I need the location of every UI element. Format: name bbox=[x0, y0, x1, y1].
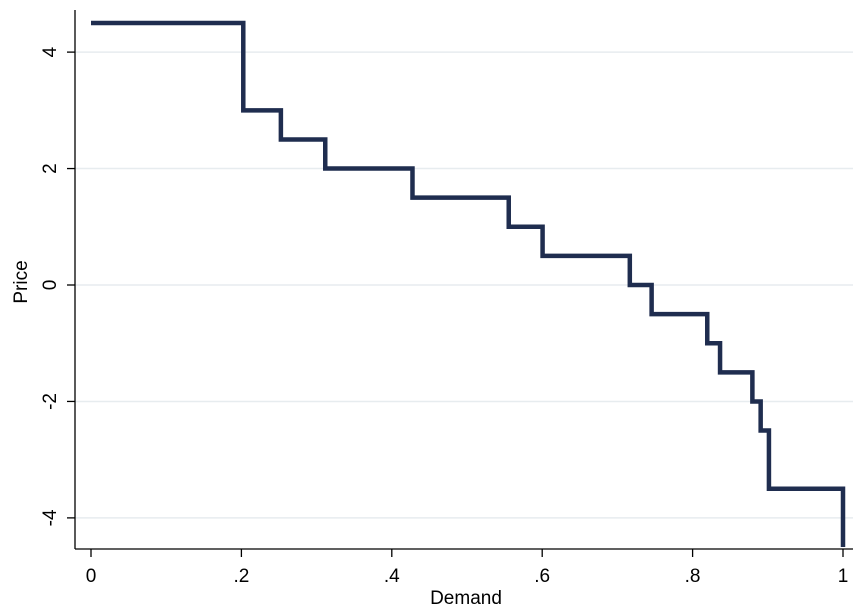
y-tick-label-4: -4 bbox=[40, 509, 61, 526]
tick-marks bbox=[67, 51, 844, 557]
x-tick-label-0: 0 bbox=[86, 566, 97, 587]
y-tick-labels: 4 2 0 -2 -4 bbox=[40, 46, 61, 526]
y-tick-label-2: 0 bbox=[40, 280, 61, 291]
x-tick-label-4: .8 bbox=[685, 566, 701, 587]
x-tick-label-3: .6 bbox=[534, 566, 550, 587]
axes bbox=[74, 10, 853, 550]
x-tick-label-1: .2 bbox=[233, 566, 249, 587]
y-axis-title: Price bbox=[11, 260, 32, 303]
x-tick-label-2: .4 bbox=[384, 566, 400, 587]
gridlines bbox=[75, 51, 853, 519]
x-axis-title: Demand bbox=[430, 588, 502, 609]
x-tick-label-5: 1 bbox=[838, 566, 849, 587]
y-tick-label-0: 4 bbox=[40, 46, 61, 57]
y-tick-label-1: 2 bbox=[40, 163, 61, 174]
y-tick-label-3: -2 bbox=[40, 393, 61, 410]
series bbox=[91, 20, 846, 547]
series-line-0 bbox=[91, 20, 846, 547]
x-tick-labels: 0 .2 .4 .6 .8 1 bbox=[86, 566, 849, 587]
